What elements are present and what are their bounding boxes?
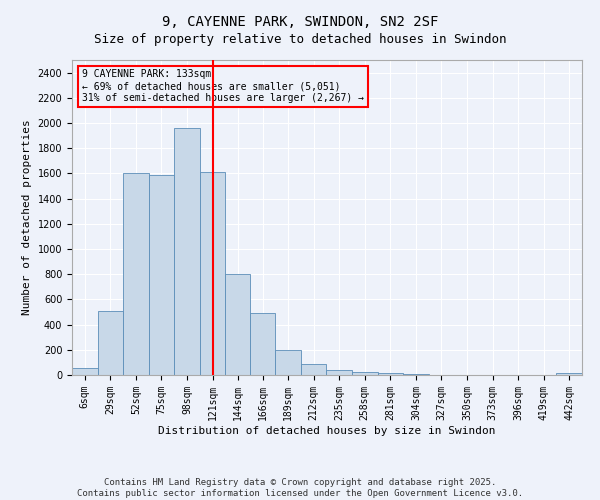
Bar: [123, 174, 149, 375]
Y-axis label: Number of detached properties: Number of detached properties: [22, 120, 32, 316]
Bar: [352, 372, 377, 375]
Bar: [556, 373, 582, 375]
Bar: [326, 370, 352, 375]
Bar: [98, 310, 123, 375]
Bar: [275, 350, 301, 375]
Bar: [200, 172, 226, 375]
Text: Size of property relative to detached houses in Swindon: Size of property relative to detached ho…: [94, 32, 506, 46]
Bar: [403, 374, 428, 375]
Bar: [149, 174, 174, 375]
Bar: [174, 128, 200, 375]
X-axis label: Distribution of detached houses by size in Swindon: Distribution of detached houses by size …: [158, 426, 496, 436]
Bar: [377, 373, 403, 375]
Bar: [250, 314, 275, 375]
Text: 9, CAYENNE PARK, SWINDON, SN2 2SF: 9, CAYENNE PARK, SWINDON, SN2 2SF: [162, 15, 438, 29]
Bar: [301, 364, 326, 375]
Text: 9 CAYENNE PARK: 133sqm
← 69% of detached houses are smaller (5,051)
31% of semi-: 9 CAYENNE PARK: 133sqm ← 69% of detached…: [82, 70, 364, 102]
Bar: [72, 368, 98, 375]
Text: Contains HM Land Registry data © Crown copyright and database right 2025.
Contai: Contains HM Land Registry data © Crown c…: [77, 478, 523, 498]
Bar: [226, 274, 250, 375]
